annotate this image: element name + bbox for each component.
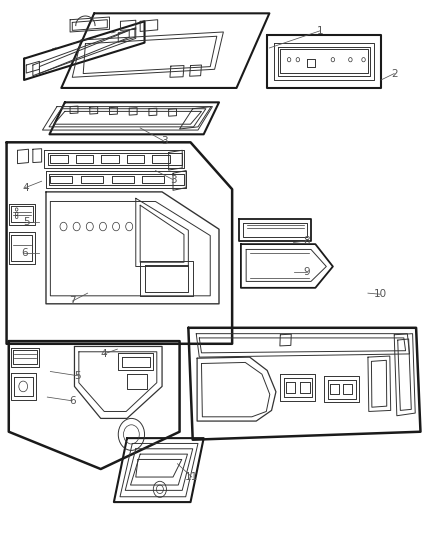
Text: 4: 4: [22, 183, 29, 192]
Text: 10: 10: [374, 289, 387, 299]
Text: 5: 5: [74, 371, 81, 381]
Text: 2: 2: [391, 69, 398, 78]
Text: 3: 3: [170, 175, 177, 184]
Text: 6: 6: [69, 396, 76, 406]
Text: 8: 8: [303, 236, 310, 246]
Text: 6: 6: [21, 248, 28, 258]
Text: 5: 5: [23, 217, 30, 227]
Text: 7: 7: [69, 296, 76, 306]
Text: 4: 4: [101, 349, 108, 359]
Text: 11: 11: [185, 472, 198, 482]
Text: 1: 1: [316, 26, 323, 36]
Text: 3: 3: [161, 136, 168, 146]
Text: 9: 9: [303, 267, 310, 277]
